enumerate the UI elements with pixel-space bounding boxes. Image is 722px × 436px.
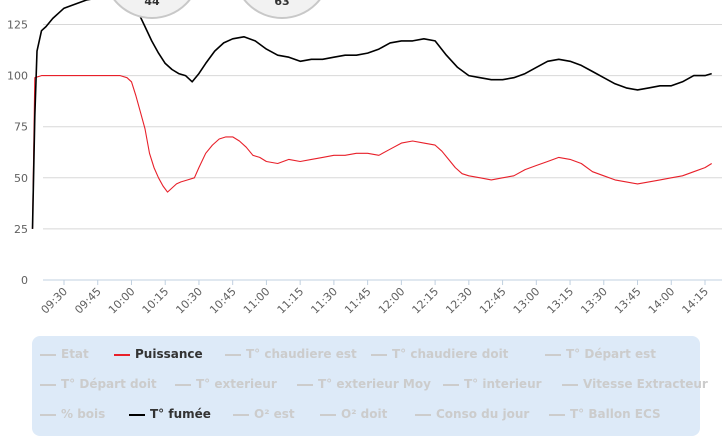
gauge-value: 44 (144, 0, 160, 8)
x-tick-label: 10:45 (207, 285, 239, 317)
grid-lines (43, 24, 722, 281)
x-tick-label: 13:30 (578, 285, 610, 317)
y-tick-label: 100 (7, 70, 28, 83)
series-lines (31, 0, 712, 229)
legend-label: Vitesse Extracteur (583, 377, 708, 391)
x-tick-label: 14:00 (646, 285, 678, 317)
x-tick-label: 13:45 (612, 285, 644, 317)
legend-swatch (415, 413, 431, 416)
x-tick-label: 12:45 (477, 285, 509, 317)
legend-swatch (297, 383, 313, 386)
legend-swatch (233, 413, 249, 416)
x-tick-label: 13:15 (545, 285, 577, 317)
x-tick-label: 11:30 (308, 285, 340, 317)
gauge-value: 63 (274, 0, 289, 8)
legend-swatch (129, 413, 145, 416)
legend-item[interactable]: Etat (40, 346, 89, 362)
legend-label: T° chaudiere doit (392, 347, 509, 361)
legend-swatch (40, 413, 56, 416)
legend-item[interactable]: T° exterieur (175, 376, 277, 392)
legend-item[interactable]: O² doit (320, 406, 387, 422)
x-tick-label: 10:15 (140, 285, 172, 317)
x-tick-label: 12:00 (376, 285, 408, 317)
legend-label: O² est (254, 407, 295, 421)
x-tick-label: 14:15 (680, 285, 712, 317)
legend-label: Conso du jour (436, 407, 530, 421)
legend-item[interactable]: T° interieur (443, 376, 542, 392)
legend-label: T° interieur (464, 377, 542, 391)
legend-item[interactable]: T° Départ doit (40, 376, 157, 392)
legend-swatch (562, 383, 578, 386)
y-tick-label: 25 (14, 223, 28, 236)
series-line-fumee (31, 0, 712, 229)
legend-item[interactable]: % bois (40, 406, 105, 422)
legend-item[interactable]: O² est (233, 406, 295, 422)
x-tick-label: 09:45 (72, 285, 104, 317)
legend-swatch (371, 353, 387, 356)
legend-swatch (40, 353, 56, 356)
legend-label: T° Départ doit (61, 377, 157, 391)
legend-swatch (443, 383, 459, 386)
legend-swatch (225, 353, 241, 356)
legend-swatch (549, 413, 565, 416)
legend: Etat Puissance T° chaudiere est T° chaudier… (32, 336, 708, 436)
x-tick-label: 13:00 (511, 285, 543, 317)
y-axis-ticks: 0 25 50 75 100 125 (7, 19, 28, 287)
legend-swatch (40, 383, 56, 386)
legend-swatch (114, 353, 130, 356)
y-tick-label: 125 (7, 19, 28, 32)
x-tick-label: 10:30 (173, 285, 205, 317)
gauge-dial (113, 0, 191, 19)
legend-label: % bois (61, 407, 106, 421)
y-tick-label: 0 (21, 274, 28, 287)
legend-item[interactable]: Puissance (114, 346, 203, 362)
gauge-overlays: 44 63 (113, 0, 321, 19)
x-tick-label: 12:15 (410, 285, 442, 317)
y-tick-label: 75 (14, 121, 28, 134)
x-tick-label: 12:30 (443, 285, 475, 317)
legend-label: O² doit (341, 407, 388, 421)
legend-item[interactable]: T° exterieur Moy (297, 376, 431, 392)
legend-swatch (320, 413, 336, 416)
gauge-dial (243, 0, 321, 19)
legend-item[interactable]: T° chaudiere doit (371, 346, 508, 362)
legend-item[interactable]: T° Départ est (545, 346, 656, 362)
x-tick-label: 11:00 (241, 285, 273, 317)
legend-label: T° fumée (150, 407, 211, 421)
legend-label: Etat (61, 347, 89, 361)
legend-label: T° exterieur (196, 377, 277, 391)
x-tick-label: 10:00 (106, 285, 138, 317)
legend-label: T° chaudiere est (246, 347, 357, 361)
legend-swatch (175, 383, 191, 386)
legend-item[interactable]: T° Ballon ECS (549, 406, 661, 422)
series-line-puissance (31, 75, 712, 229)
legend-label: T° Ballon ECS (570, 407, 661, 421)
legend-label: Puissance (135, 347, 203, 361)
legend-swatch (545, 353, 561, 356)
x-tick-label: 11:45 (342, 285, 374, 317)
x-tick-label: 09:30 (39, 285, 71, 317)
legend-item[interactable]: T° chaudiere est (225, 346, 357, 362)
legend-item[interactable]: Vitesse Extracteur (562, 376, 708, 392)
x-axis-ticks: 09:30 09:45 10:00 10:15 10:30 10:45 11:00 11:15… (39, 280, 712, 317)
x-tick-label: 11:15 (275, 285, 307, 317)
legend-item[interactable]: Conso du jour (415, 406, 529, 422)
y-tick-label: 50 (14, 172, 28, 185)
legend-item[interactable]: T° fumée (129, 406, 211, 422)
legend-label: T° exterieur Moy (318, 377, 431, 391)
legend-label: T° Départ est (566, 347, 656, 361)
